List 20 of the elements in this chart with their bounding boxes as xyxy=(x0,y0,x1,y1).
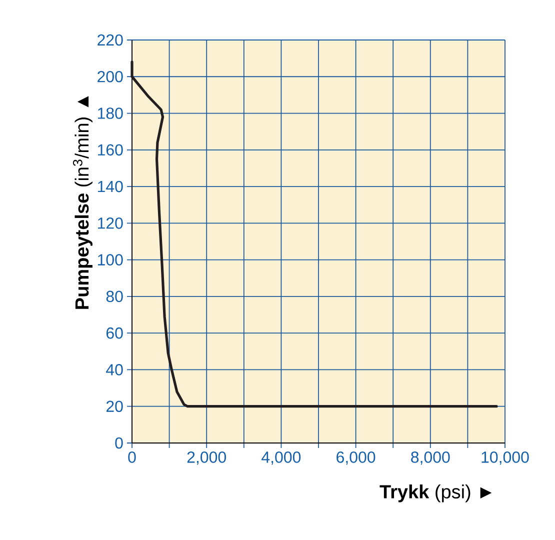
y-tick-label: 100 xyxy=(98,254,123,266)
y-tick-label: 60 xyxy=(106,327,123,339)
x-tick-label: 6,000 xyxy=(336,452,376,465)
y-tick-label: 120 xyxy=(98,218,123,229)
y-tick-label: 160 xyxy=(98,144,123,156)
y-axis-title: Pumpeytelse (in$^{3}$/min) ▲ xyxy=(72,96,92,309)
y-tick-label: 20 xyxy=(106,400,123,412)
x-tick-label: 10,000 xyxy=(482,452,529,465)
x-axis-title: Trykk (psi) ► xyxy=(380,484,492,502)
y-tick-label: 40 xyxy=(106,364,123,376)
x-tick-label: 8,000 xyxy=(411,452,450,465)
y-tick-label: 0 xyxy=(115,437,123,449)
x-tick-label: 0 xyxy=(128,452,136,463)
y-tick-label: 140 xyxy=(98,180,123,192)
x-tick-label: 4,000 xyxy=(262,452,301,465)
y-tick-label: 200 xyxy=(98,70,123,82)
y-tick-label: 220 xyxy=(98,34,123,46)
y-tick-label: 80 xyxy=(106,290,123,302)
y-tick-label: 180 xyxy=(98,108,123,119)
x-tick-label: 2,000 xyxy=(187,452,226,465)
